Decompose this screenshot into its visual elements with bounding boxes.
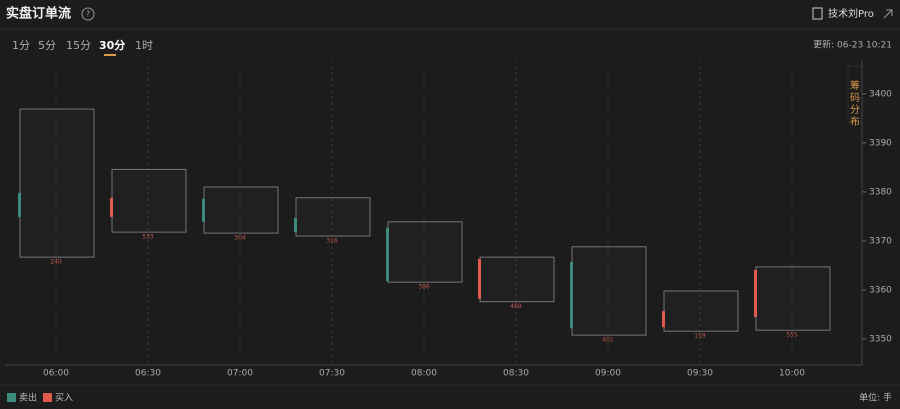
- candle-body: [18, 192, 21, 217]
- candle-range: [663, 290, 739, 332]
- tab[interactable]: 5分: [38, 39, 56, 52]
- y-tick-label: 3390: [869, 138, 892, 148]
- candle-total: 401: [602, 337, 614, 344]
- candle-total: 386: [418, 284, 430, 291]
- x-tick-label: 07:30: [319, 369, 345, 379]
- y-tick-label: 3360: [869, 285, 892, 295]
- candle-range: [755, 266, 831, 331]
- tab[interactable]: 1时: [135, 39, 153, 52]
- legend-swatch: [43, 393, 52, 402]
- legend-swatch: [7, 393, 16, 402]
- y-tick-label: 3400: [869, 89, 892, 99]
- x-tick-label: 08:00: [411, 369, 437, 379]
- candle-body: [478, 259, 481, 299]
- tab-underline: [104, 54, 116, 56]
- candle-body: [110, 197, 113, 217]
- candle-total: 159: [694, 333, 706, 340]
- candle-total: 240: [50, 259, 62, 266]
- doc-icon: [812, 7, 823, 20]
- help-text[interactable]: ?: [86, 10, 90, 19]
- candle-total: 469: [510, 303, 522, 310]
- x-tick-label: 09:00: [595, 369, 621, 379]
- x-tick-label: 06:30: [135, 369, 161, 379]
- candle-body: [386, 227, 389, 282]
- candle-range: [295, 197, 371, 237]
- side-tab-label[interactable]: 筹码分布: [850, 79, 860, 128]
- x-tick-label: 10:00: [779, 369, 805, 379]
- unit-label: 单位: 手: [859, 392, 892, 404]
- legend-label: 卖出: [19, 392, 37, 404]
- candle-body: [202, 198, 205, 222]
- x-tick-label: 06:00: [43, 369, 69, 379]
- candle-total: 316: [326, 238, 338, 245]
- y-tick-label: 3370: [869, 236, 892, 246]
- tab[interactable]: 15分: [66, 39, 91, 52]
- candle-body: [754, 269, 757, 317]
- candle-range: [19, 108, 95, 258]
- candle-range: [387, 221, 463, 283]
- collapse-icon[interactable]: [883, 9, 893, 19]
- candle-total: 533: [142, 234, 154, 241]
- tab[interactable]: 30分: [99, 38, 125, 52]
- tab[interactable]: 1分: [12, 39, 30, 52]
- candle-range: [203, 186, 279, 234]
- x-tick-label: 07:00: [227, 369, 253, 379]
- candle-body: [294, 217, 297, 233]
- candle-range: [571, 246, 647, 336]
- y-tick-label: 3380: [869, 187, 892, 197]
- candle-total: 555: [786, 332, 798, 339]
- candle-range: [479, 256, 555, 303]
- candle-total: 304: [234, 235, 246, 242]
- candle-range: [111, 168, 187, 233]
- candle-body: [662, 311, 665, 328]
- candle-body: [570, 262, 573, 329]
- help-icon[interactable]: [81, 7, 95, 21]
- x-tick-label: 08:30: [503, 369, 529, 379]
- title: 实盘订单流: [6, 6, 71, 22]
- x-tick-label: 09:30: [687, 369, 713, 379]
- account[interactable]: 技术刘Pro: [828, 7, 874, 20]
- y-tick-label: 3350: [869, 335, 892, 345]
- update-time: 更新: 06-23 10:21: [813, 39, 892, 51]
- legend-label: 买入: [55, 393, 73, 404]
